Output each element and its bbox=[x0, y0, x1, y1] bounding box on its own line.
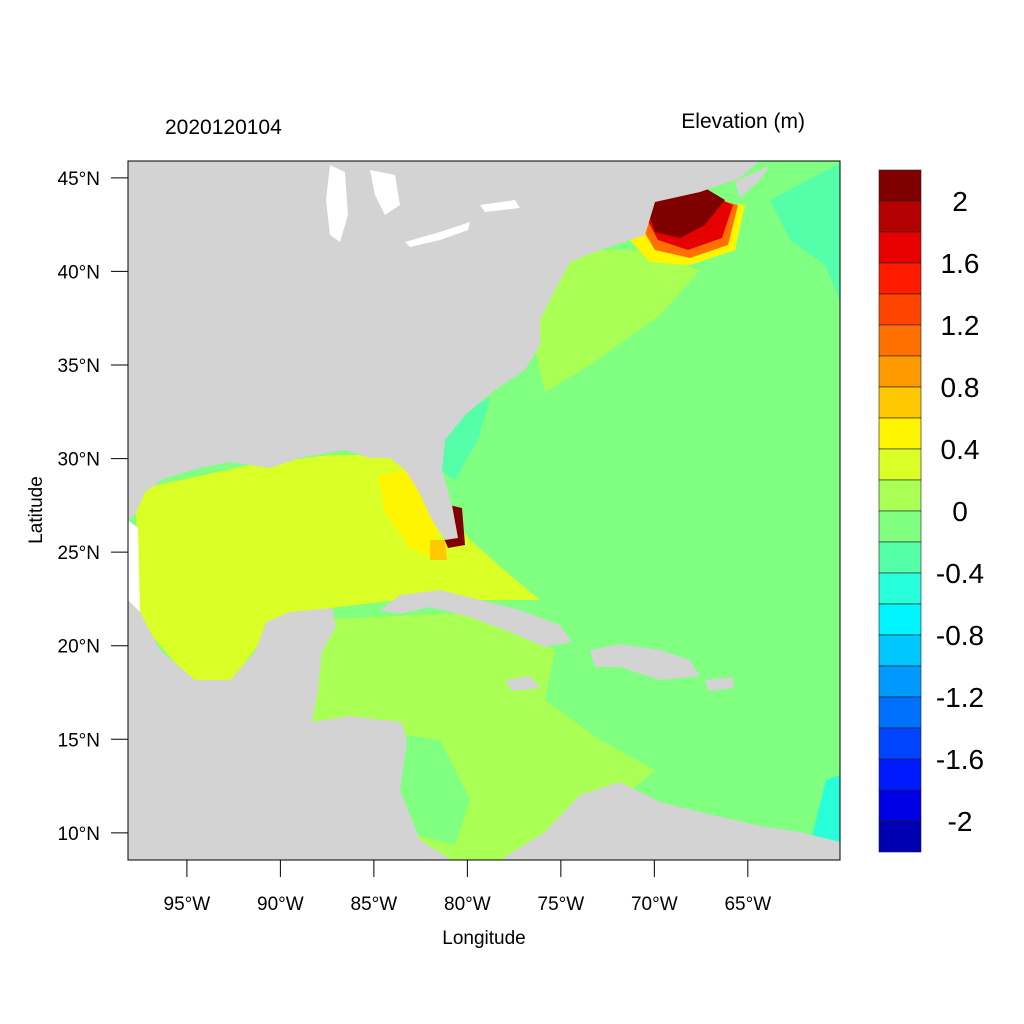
colorbar-level bbox=[878, 696, 922, 729]
y-tick-label: 40°N bbox=[58, 262, 100, 283]
nicaragua-shelf-region bbox=[398, 735, 470, 845]
colorbar-level bbox=[878, 324, 922, 357]
x-axis: 95°W 90°W 85°W 80°W 75°W 70°W 65°W bbox=[164, 860, 771, 915]
colorbar-label: -1.2 bbox=[936, 682, 984, 713]
colorbar-level bbox=[878, 355, 922, 388]
colorbar-level bbox=[878, 572, 922, 605]
colorbar-label: -0.8 bbox=[936, 620, 984, 651]
colorbar-level bbox=[878, 727, 922, 760]
colorbar: 2 1.6 1.2 0.8 0.4 0 -0.4 -0.8 -1.2 -1.6 -2 bbox=[878, 169, 984, 853]
colorbar-level bbox=[878, 386, 922, 419]
date-title: 2020120104 bbox=[165, 116, 282, 139]
lake-erie bbox=[405, 222, 470, 247]
colorbar-label: -0.4 bbox=[936, 558, 984, 589]
north-america-land bbox=[128, 161, 760, 540]
colorbar-label: -1.6 bbox=[936, 744, 984, 775]
plot-frame bbox=[127, 160, 841, 861]
south-america-land bbox=[500, 782, 840, 860]
colorbar-level bbox=[878, 479, 922, 512]
colorbar-level bbox=[878, 231, 922, 264]
hispaniola-land bbox=[590, 644, 700, 680]
colorbar-level bbox=[878, 293, 922, 326]
y-axis-label: Latitude bbox=[26, 476, 47, 544]
shelf-elevation-region bbox=[535, 250, 700, 392]
colorbar-label: -2 bbox=[948, 806, 973, 837]
colorbar-level bbox=[878, 789, 922, 822]
y-tick-label: 20°N bbox=[58, 637, 100, 658]
y-tick-label: 10°N bbox=[58, 824, 100, 845]
colorbar-level bbox=[878, 820, 922, 853]
colorbar-label: 0.4 bbox=[941, 434, 980, 465]
colorbar-level bbox=[878, 634, 922, 667]
x-tick-label: 85°W bbox=[351, 894, 398, 915]
florida-bay-region bbox=[430, 540, 447, 560]
colorbar-label: 0.8 bbox=[941, 372, 980, 403]
colorbar-level bbox=[878, 665, 922, 698]
lake-ontario bbox=[480, 200, 520, 212]
lake-michigan bbox=[326, 165, 348, 242]
lake-huron bbox=[370, 170, 400, 215]
colorbar-level bbox=[878, 169, 922, 202]
colorbar-level bbox=[878, 758, 922, 791]
y-tick-label: 35°N bbox=[58, 356, 100, 377]
x-axis-label: Longitude bbox=[442, 928, 525, 949]
y-tick-label: 15°N bbox=[58, 730, 100, 751]
colorbar-level bbox=[878, 448, 922, 481]
x-tick-label: 95°W bbox=[164, 894, 211, 915]
colorbar-label: 2 bbox=[952, 186, 968, 217]
colorbar-level bbox=[878, 417, 922, 450]
central-america-land bbox=[128, 600, 452, 860]
x-tick-label: 90°W bbox=[257, 894, 304, 915]
scotian-shelf-region bbox=[770, 163, 840, 300]
colorbar-label: 0 bbox=[952, 496, 968, 527]
x-tick-label: 80°W bbox=[444, 894, 491, 915]
x-tick-label: 75°W bbox=[538, 894, 585, 915]
x-tick-label: 70°W bbox=[631, 894, 678, 915]
colorbar-level bbox=[878, 603, 922, 636]
y-axis: 45°N 40°N 35°N 30°N 25°N 20°N 15°N 10°N bbox=[58, 169, 128, 845]
nova-scotia-land bbox=[735, 165, 770, 198]
mexico-nodata-strip bbox=[128, 520, 140, 612]
colorbar-level bbox=[878, 200, 922, 233]
colorbar-level bbox=[878, 262, 922, 295]
y-tick-label: 30°N bbox=[58, 450, 100, 471]
x-tick-label: 65°W bbox=[724, 894, 771, 915]
puerto-rico-land bbox=[705, 677, 734, 691]
colorbar-level bbox=[878, 510, 922, 543]
jamaica-land bbox=[505, 676, 540, 691]
y-tick-label: 25°N bbox=[58, 543, 100, 564]
colorbar-level bbox=[878, 541, 922, 574]
cuba-land bbox=[380, 590, 572, 647]
colorbar-label: 1.6 bbox=[941, 248, 980, 279]
y-tick-label: 45°N bbox=[58, 169, 100, 190]
variable-title: Elevation (m) bbox=[681, 110, 805, 133]
colorbar-label: 1.2 bbox=[941, 310, 980, 341]
map-panel bbox=[128, 161, 840, 860]
